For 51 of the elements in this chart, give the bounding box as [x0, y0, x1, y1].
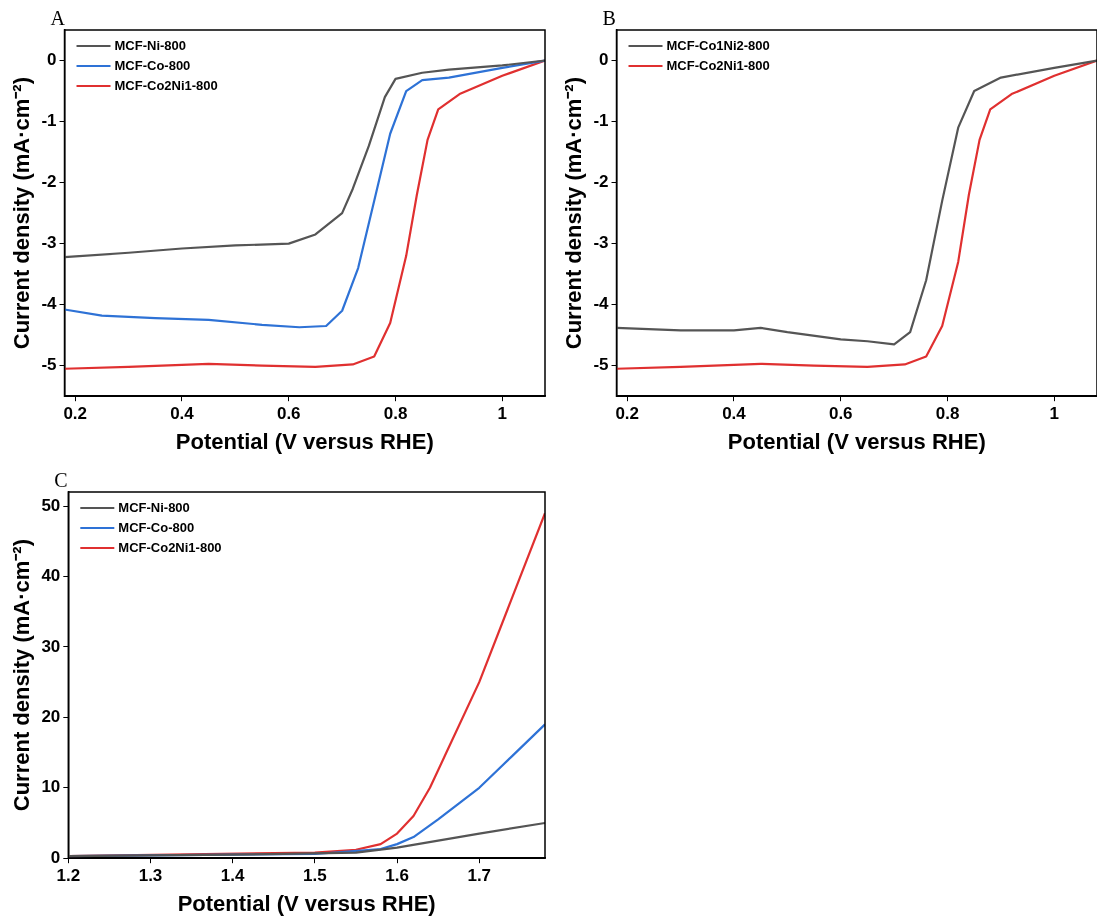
x-axis-title: Potential (V versus RHE) [177, 890, 436, 916]
text: B [602, 7, 616, 30]
y-tick-label: -4 [41, 294, 58, 314]
y-tick-label: 20 [41, 707, 61, 727]
x-tick-label: 0.6 [276, 404, 301, 424]
y-axis-title: Current density (mA·cm⁻²) [9, 76, 35, 350]
y-tick-label: -2 [41, 172, 57, 192]
x-axis-title: Potential (V versus RHE) [727, 428, 986, 454]
y-tick-label: -4 [593, 294, 610, 314]
y-axis-title: Current density (mA·cm⁻²) [9, 538, 35, 812]
y-tick-label: -5 [593, 355, 609, 375]
x-tick-label: 1.6 [385, 866, 409, 886]
legend-label: MCF-Co2Ni1-800 [118, 539, 222, 555]
legend-label: MCF-Ni-800 [114, 37, 187, 53]
legend-label: MCF-Co2Ni1-800 [114, 77, 218, 93]
x-tick-label: 0.8 [383, 404, 408, 424]
y-axis-title: Current density (mA·cm⁻²) [561, 76, 587, 350]
text: C [54, 469, 68, 492]
y-tick-label: -3 [593, 233, 609, 253]
y-tick-label: 30 [41, 636, 61, 656]
x-tick-label: 1.3 [138, 866, 163, 886]
legend-label: MCF-Co2Ni1-800 [666, 57, 770, 73]
x-tick-label: 0.6 [828, 404, 853, 424]
x-tick-label: 1.5 [303, 866, 327, 886]
y-tick-label: -5 [41, 355, 57, 375]
text: A [50, 7, 66, 30]
x-tick-label: 1.2 [56, 866, 81, 886]
x-tick-label: 1.4 [220, 866, 246, 886]
legend-label: MCF-Ni-800 [118, 499, 190, 515]
x-tick-label: 0.4 [722, 404, 747, 424]
x-tick-label: 0.8 [935, 404, 960, 424]
y-tick-label: -3 [41, 233, 57, 253]
y-tick-label: 0 [50, 847, 61, 867]
x-axis-title: Potential (V versus RHE) [175, 428, 434, 454]
y-tick-label: 50 [41, 495, 61, 515]
y-tick-label: -1 [593, 111, 609, 131]
x-tick-label: 1 [497, 404, 508, 424]
legend-label: MCF-Co-800 [118, 519, 195, 535]
x-tick-label: 0.2 [63, 404, 88, 424]
legend-label: MCF-Co1Ni2-800 [666, 37, 770, 53]
y-tick-label: 0 [47, 50, 57, 70]
y-tick-label: 10 [41, 777, 61, 797]
legend-label: MCF-Co-800 [114, 57, 191, 73]
x-tick-label: 1 [1049, 404, 1060, 424]
x-tick-label: 0.4 [170, 404, 195, 424]
y-tick-label: -1 [41, 111, 57, 131]
y-tick-label: 40 [41, 566, 61, 586]
x-tick-label: 0.2 [615, 404, 640, 424]
y-tick-label: 0 [599, 50, 609, 70]
x-tick-label: 1.7 [467, 866, 492, 886]
y-tick-label: -2 [593, 172, 609, 192]
